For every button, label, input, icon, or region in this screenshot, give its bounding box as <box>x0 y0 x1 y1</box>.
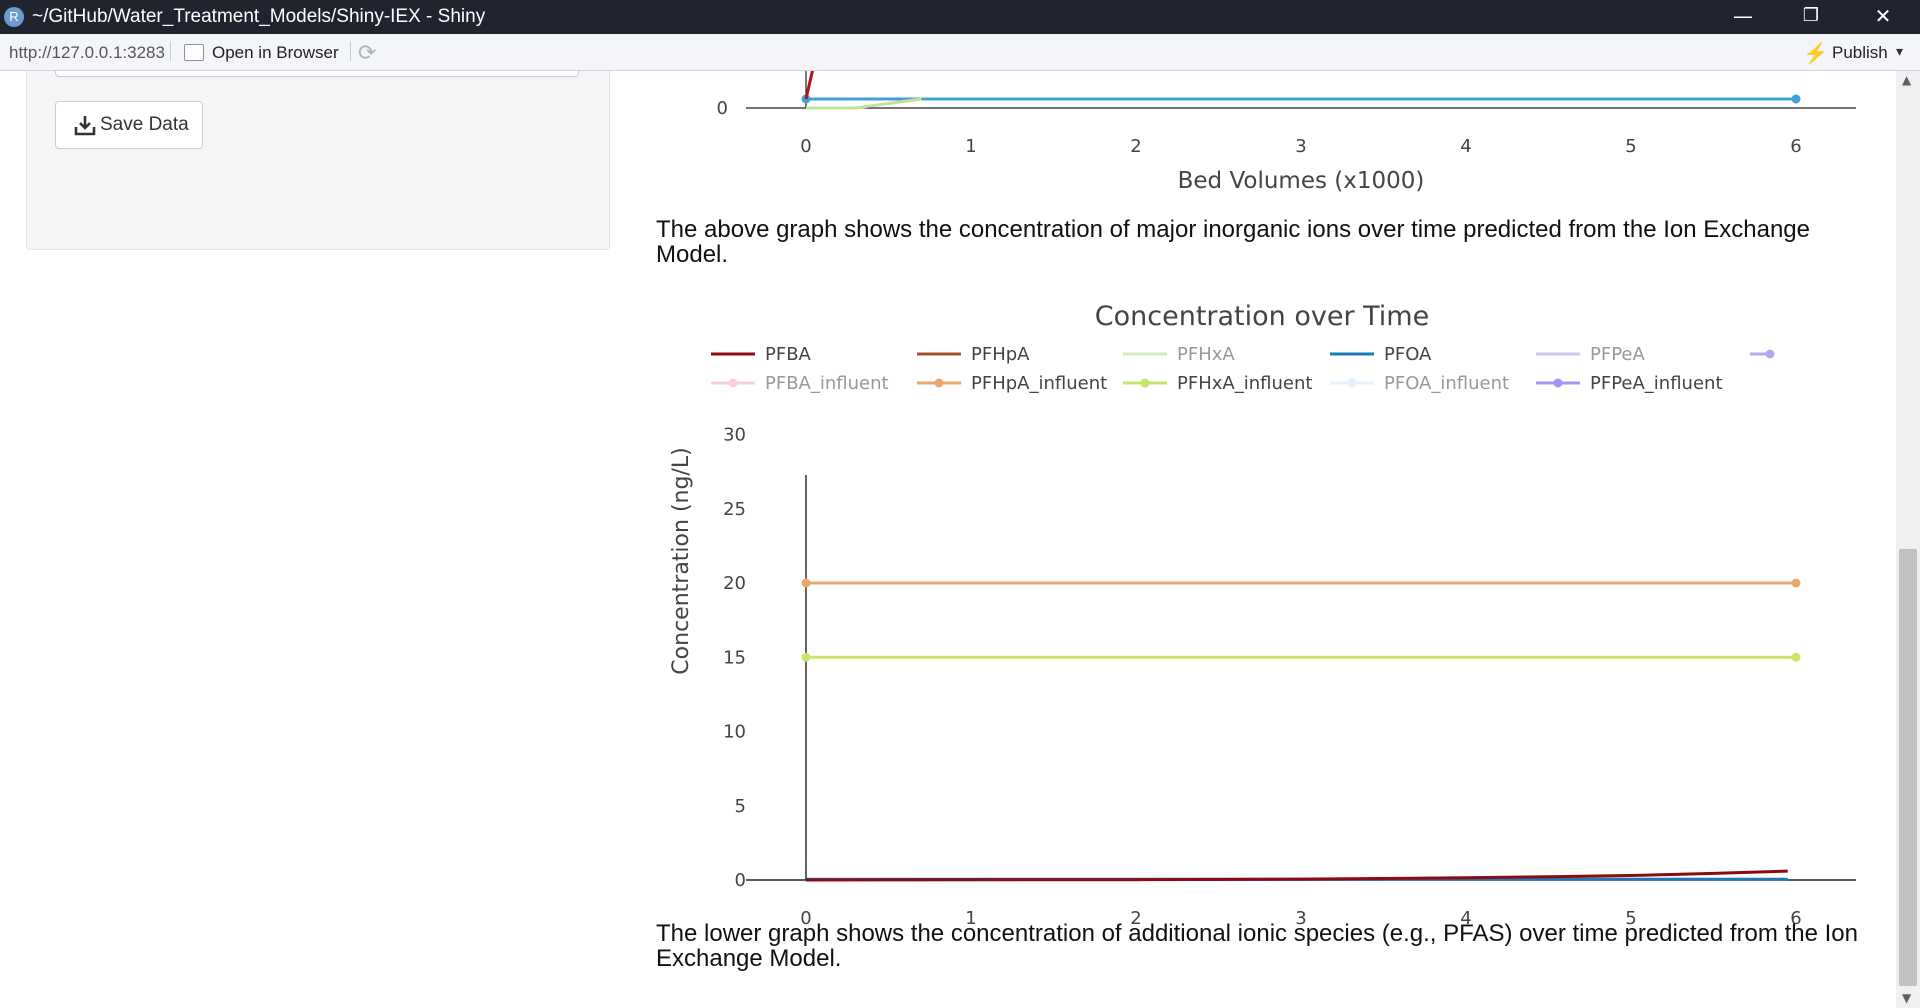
legend-item: PFHpA <box>917 344 1030 365</box>
legend-item: PFOA <box>1330 344 1432 365</box>
upper-chart: 0 0 1 2 3 4 5 6 Bed Volumes (x1000) <box>717 71 1856 194</box>
chart-title: Concentration over Time <box>1095 301 1429 332</box>
x-tick-label: 3 <box>1295 908 1306 925</box>
x-tick-label: 1 <box>965 136 976 157</box>
scrollbar-thumb[interactable] <box>1899 549 1917 986</box>
url-display: http://127.0.0.1:3283 <box>9 43 165 62</box>
x-axis-label: Bed Volumes (x1000) <box>1178 168 1425 194</box>
x-tick-label: 4 <box>1460 908 1471 925</box>
data-point <box>1791 578 1801 588</box>
open-browser-icon <box>184 44 204 61</box>
series-line <box>805 869 1788 882</box>
legend-marker <box>728 378 738 388</box>
x-tick-label: 2 <box>1130 908 1141 925</box>
x-tick-label: 4 <box>1460 136 1471 157</box>
scroll-down-icon[interactable]: ▼ <box>1902 991 1912 1005</box>
scroll-up-icon[interactable]: ▲ <box>1902 73 1912 87</box>
x-tick-label: 6 <box>1790 136 1801 157</box>
legend-label: PFOA_influent <box>1384 373 1509 394</box>
y-tick-label: 10 <box>723 722 746 743</box>
legend-label: PFBA_influent <box>765 373 889 394</box>
legend-item: PFBA_influent <box>711 373 889 394</box>
legend-label: PFPeA <box>1590 344 1645 365</box>
save-data-label: Save Data <box>100 114 189 135</box>
legend-marker <box>1140 378 1150 388</box>
viewer-toolbar: http://127.0.0.1:3283 Open in Browser ⟳ … <box>0 34 1920 71</box>
lower-chart-caption: The lower graph shows the concentration … <box>656 920 1858 972</box>
save-data-button[interactable]: Save Data <box>55 101 203 149</box>
publish-dropdown-icon[interactable]: ▾ <box>1896 43 1904 59</box>
legend-label: PFBA <box>765 344 812 365</box>
legend-item: PFBA <box>711 344 812 365</box>
data-point <box>801 652 811 662</box>
upper-chart-caption: The above graph shows the concentration … <box>656 216 1810 268</box>
legend-label: PFHxA_influent <box>1177 373 1312 394</box>
restore-button[interactable]: ❐ <box>1802 5 1820 26</box>
y-tick-label: 5 <box>735 796 746 817</box>
legend-item: PFOA_influent <box>1330 373 1509 394</box>
x-tick-label: 5 <box>1625 136 1636 157</box>
legend-label: PFOA <box>1384 344 1432 365</box>
x-tick-label: 5 <box>1625 908 1636 925</box>
series-line <box>804 71 814 100</box>
legend-label: PFHxA <box>1177 344 1235 365</box>
series-line <box>806 97 922 110</box>
legend-item: PFHxA <box>1123 344 1235 365</box>
r-app-icon: R <box>4 7 24 27</box>
toolbar-divider <box>170 41 171 61</box>
data-point <box>1791 652 1801 662</box>
legend-marker <box>1347 378 1357 388</box>
publish-icon: ⚡ <box>1803 43 1828 65</box>
x-tick-label: 6 <box>1790 908 1801 925</box>
legend-label: PFPeA_influent <box>1590 373 1723 394</box>
y-tick-label: 0 <box>735 870 746 891</box>
x-tick-label: 2 <box>1130 136 1141 157</box>
legend-label: PFHpA <box>971 344 1030 365</box>
window-title-bar: R ~/GitHub/Water_Treatment_Models/Shiny-… <box>0 0 1920 34</box>
legend-marker <box>1765 349 1775 359</box>
y-tick-label: 0 <box>717 98 728 119</box>
x-tick-label: 1 <box>965 908 976 925</box>
concentration-chart: Concentration over Time PFBA PFHpA PFHxA PF… <box>669 301 1856 925</box>
publish-button[interactable]: Publish <box>1832 43 1888 62</box>
data-point <box>801 578 811 588</box>
x-tick-label: 3 <box>1295 136 1306 157</box>
window-title: ~/GitHub/Water_Treatment_Models/Shiny-IE… <box>32 6 486 27</box>
x-tick-label: 0 <box>800 136 811 157</box>
y-tick-label: 30 <box>723 425 746 446</box>
y-axis-label: Concentration (ng/L) <box>669 447 694 674</box>
legend-item: PFPeA <box>1536 344 1645 365</box>
file-input-field[interactable] <box>55 71 579 77</box>
download-icon <box>74 116 96 136</box>
app-content: Save Data 0 0 1 2 3 4 5 6 Bed Volumes (x1000) Th… <box>0 71 1896 1008</box>
legend-marker <box>1553 378 1563 388</box>
legend-marker <box>934 378 944 388</box>
y-tick-label: 20 <box>723 573 746 594</box>
legend-item: PFHpA_influent <box>917 373 1107 394</box>
vertical-scrollbar[interactable]: ▲ ▼ <box>1896 71 1920 1008</box>
toolbar-divider <box>350 41 351 61</box>
open-in-browser-button[interactable]: Open in Browser <box>212 43 339 62</box>
legend-item: PFHxA_influent <box>1123 373 1312 394</box>
y-tick-label: 15 <box>723 647 746 668</box>
legend-item <box>1750 349 1775 359</box>
refresh-icon[interactable]: ⟳ <box>358 40 377 65</box>
close-button[interactable]: ✕ <box>1874 4 1892 28</box>
legend-label: PFHpA_influent <box>971 373 1107 394</box>
data-point <box>1791 94 1801 104</box>
x-tick-label: 0 <box>800 908 811 925</box>
y-tick-label: 25 <box>723 499 746 520</box>
minimize-button[interactable]: — <box>1733 4 1753 28</box>
legend-item: PFPeA_influent <box>1536 373 1723 394</box>
sidebar-panel: Save Data <box>26 71 610 250</box>
